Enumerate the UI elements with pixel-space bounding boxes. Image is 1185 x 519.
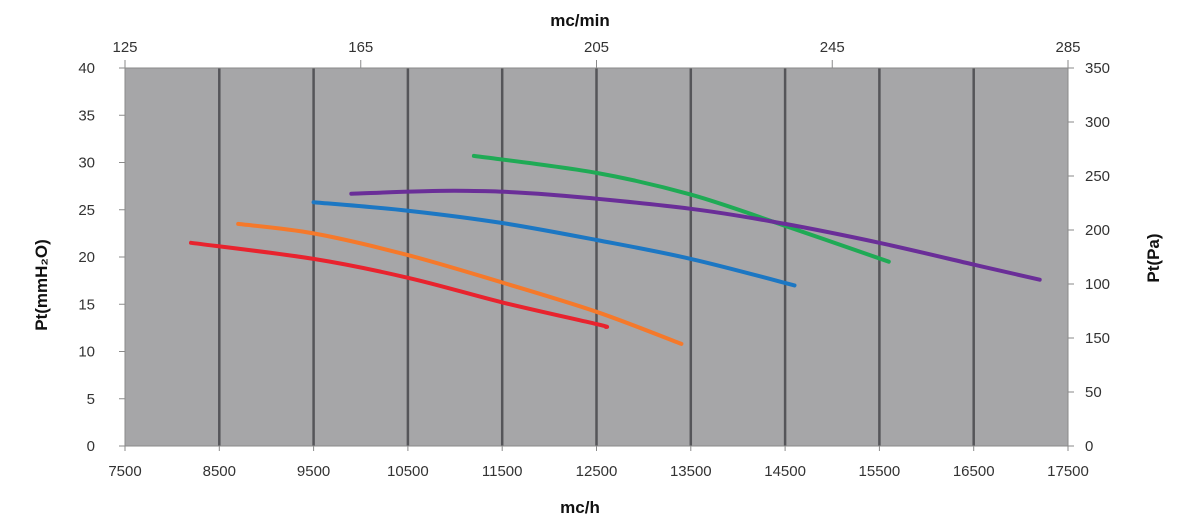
y-tick-label: 5 — [87, 391, 95, 408]
x-tick-label: 14500 — [764, 463, 806, 480]
x-tick-label: 12500 — [576, 463, 618, 480]
top-axis-tick-label: 165 — [348, 39, 373, 56]
top-axis-tick-label: 205 — [584, 39, 609, 56]
series-line-3 — [311, 200, 797, 288]
y-tick-label: 35 — [78, 107, 95, 124]
x-tick-label: 17500 — [1047, 463, 1089, 480]
right-axis-tick-label: 300 — [1085, 114, 1110, 131]
x-tick-label: 7500 — [108, 463, 141, 480]
top-axis-tick-label: 125 — [112, 39, 137, 56]
y-tick-label: 25 — [78, 202, 95, 219]
x-tick-label: 13500 — [670, 463, 712, 480]
x-tick-label: 8500 — [203, 463, 236, 480]
right-axis-tick-label: 200 — [1085, 222, 1110, 239]
right-axis-tick-label: 250 — [1085, 168, 1110, 185]
series-line-1 — [189, 240, 610, 329]
y-tick-label: 10 — [78, 344, 95, 361]
y-tick-label: 20 — [78, 249, 95, 266]
y-axis-title: Pt(mmH₂O) — [32, 239, 51, 331]
y-tick-label: 0 — [87, 438, 95, 455]
x-axis-title: mc/h — [560, 498, 600, 517]
right-axis-tick-label: 0 — [1085, 438, 1093, 455]
x-tick-label: 9500 — [297, 463, 330, 480]
right-axis-tick-label: 50 — [1085, 384, 1102, 401]
right-axis-tick-label: 150 — [1085, 330, 1110, 347]
top-axis-tick-label: 245 — [820, 39, 845, 56]
y-tick-label: 30 — [78, 155, 95, 172]
y-tick-label: 40 — [78, 60, 95, 77]
y-tick-label: 15 — [78, 296, 95, 313]
x-tick-label: 15500 — [859, 463, 901, 480]
right-axis-tick-label: 350 — [1085, 60, 1110, 77]
series-line-4 — [471, 153, 891, 264]
right-axis-tick-label: 100 — [1085, 276, 1110, 293]
series-line-5 — [349, 188, 1042, 282]
x-tick-label: 16500 — [953, 463, 995, 480]
x-tick-label: 10500 — [387, 463, 429, 480]
top-axis-title: mc/min — [550, 11, 610, 30]
series-line-2 — [236, 221, 684, 346]
top-axis-tick-label: 285 — [1055, 39, 1080, 56]
x-tick-label: 11500 — [482, 463, 523, 480]
right-axis-title: Pt(Pa) — [1144, 233, 1163, 282]
